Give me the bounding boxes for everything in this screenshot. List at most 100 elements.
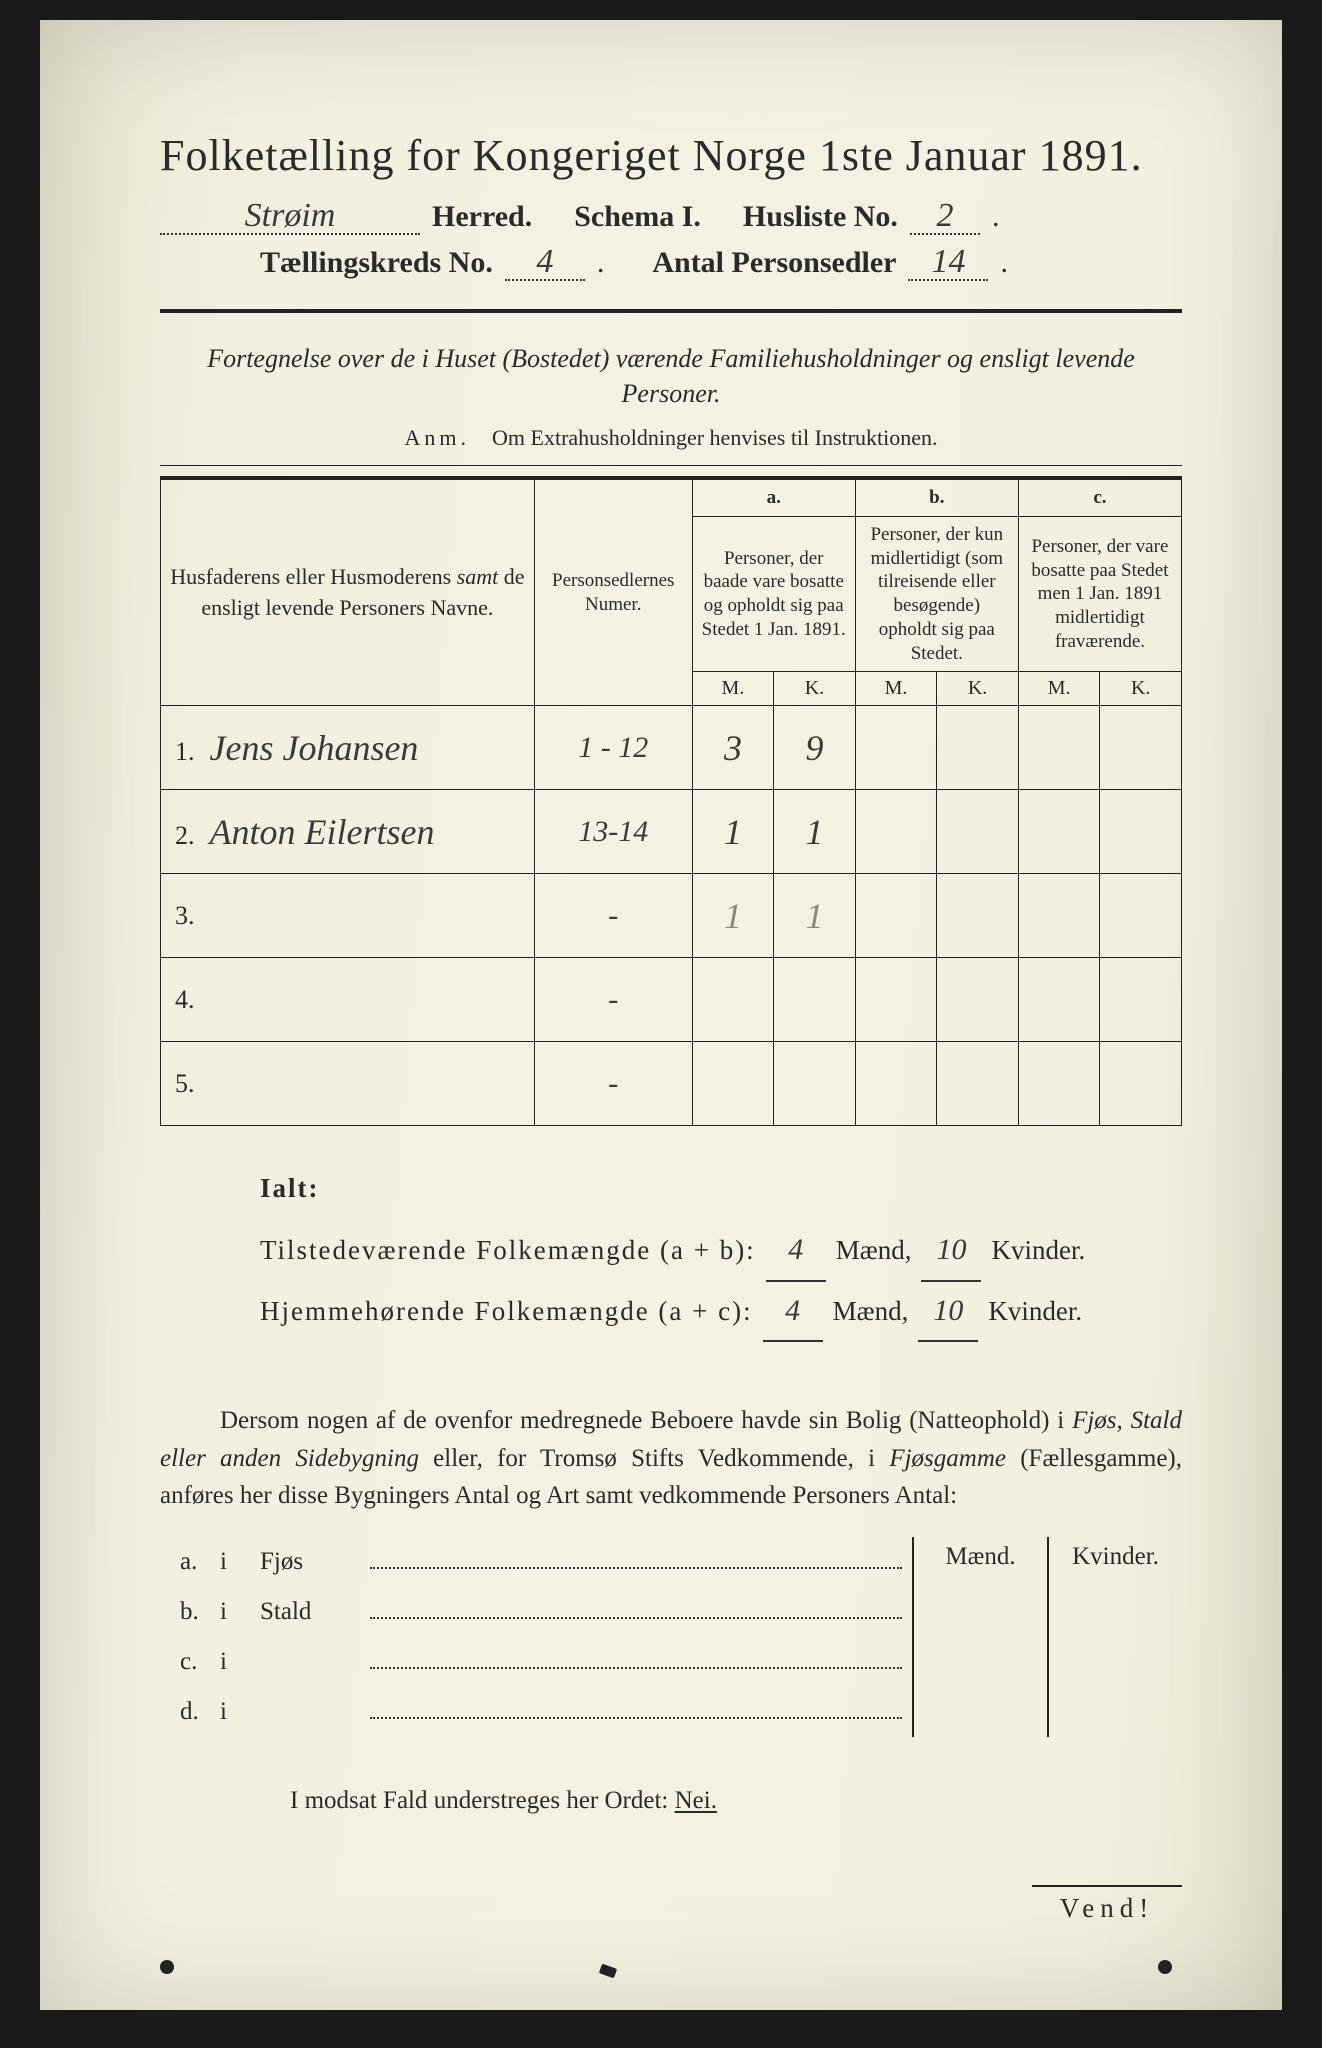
col-a-k: K. [774,672,856,706]
side-row: a.iFjøs [160,1537,902,1587]
col-c-header: Personer, der vare bosatte paa Stedet me… [1018,516,1181,672]
antal-val-field: 14 [908,245,988,281]
col-a-m: M. [692,672,774,706]
row-c-k [1100,874,1182,958]
side-building-table: a.iFjøsb.iStaldc.id.i Mænd. Kvinder. [160,1537,1182,1737]
ialt-maend-2: Mænd, [833,1285,909,1338]
punch-hole-icon [160,1960,174,1974]
ialt-line-1: Tilstedeværende Folkemængde (a + b): 4 M… [260,1221,1182,1282]
ialt-2-k: 10 [918,1282,978,1343]
kreds-line: Tællingskreds No. 4 . Antal Personsedler… [160,245,1182,281]
row-a-k: 1 [774,874,856,958]
row-b-m [855,790,937,874]
row-name-cell: 1. Jens Johansen [161,706,535,790]
row-b-k [937,790,1019,874]
row-a-k: 1 [774,790,856,874]
col-b-m: M. [855,672,937,706]
vend-label: Vend! [1032,1885,1182,1924]
row-a-k [774,958,856,1042]
col-c-top: c. [1018,478,1181,516]
row-b-k [937,958,1019,1042]
kreds-label: Tællingskreds No. [260,246,493,280]
col-a-top: a. [692,478,855,516]
ialt-maend-1: Mænd, [836,1224,912,1277]
row-b-k [937,1042,1019,1126]
row-numer: - [534,874,692,958]
row-numer: 1 - 12 [534,706,692,790]
anm-label: Anm. [405,425,471,450]
ialt-1-m: 4 [766,1221,826,1282]
row-c-m [1018,958,1100,1042]
row-c-m [1018,1042,1100,1126]
anm-text: Om Extrahusholdninger henvises til Instr… [492,425,937,450]
ialt-line-2: Hjemmehørende Folkemængde (a + c): 4 Mæn… [260,1282,1182,1343]
ialt-label-1: Tilstedeværende Folkemængde (a + b): [260,1224,756,1277]
modsat-line: I modsat Fald understreges her Ordet: Ne… [160,1787,1182,1815]
census-form-page: Folketælling for Kongeriget Norge 1ste J… [40,20,1282,2010]
kreds-no-field: 4 [505,245,585,281]
table-row: 3. -11 [161,874,1182,958]
row-numer: - [534,958,692,1042]
husliste-label: Husliste No. [743,200,898,234]
row-a-m: 1 [692,790,774,874]
col-b-header: Personer, der kun midlertidigt (som tilr… [855,516,1018,672]
row-a-m [692,1042,774,1126]
row-c-k [1100,790,1182,874]
schema-label: Schema I. [574,200,701,234]
page-title: Folketælling for Kongeriget Norge 1ste J… [160,130,1182,181]
row-b-m [855,1042,937,1126]
row-c-m [1018,874,1100,958]
ialt-label-2: Hjemmehørende Folkemængde (a + c): [260,1285,753,1338]
row-c-k [1100,958,1182,1042]
dersom-paragraph: Dersom nogen af de ovenfor medregnede Be… [160,1402,1182,1515]
punch-hole-icon [599,1964,617,1979]
row-c-m [1018,790,1100,874]
husliste-no-field: 2 [910,199,980,235]
col-a-header: Personer, der baade vare bosatte og opho… [692,516,855,672]
nei-word: Nei. [675,1787,717,1814]
table-row: 5. - [161,1042,1182,1126]
side-maend-header: Mænd. [914,1537,1049,1737]
ialt-heading: Ialt: [260,1162,1182,1215]
col-numer-header: Personsedlernes Numer. [534,478,692,706]
row-a-k: 9 [774,706,856,790]
row-c-m [1018,706,1100,790]
ialt-kvinder-1: Kvinder. [991,1224,1085,1277]
sub-rule [160,465,1182,466]
ialt-kvinder-2: Kvinder. [988,1285,1082,1338]
row-a-m: 1 [692,874,774,958]
ialt-2-m: 4 [763,1282,823,1343]
table-row: 1. Jens Johansen1 - 1239 [161,706,1182,790]
row-b-k [937,874,1019,958]
col-b-top: b. [855,478,1018,516]
table-row: 2. Anton Eilertsen13-1411 [161,790,1182,874]
side-row: c.i [160,1637,902,1687]
row-b-m [855,874,937,958]
row-a-k [774,1042,856,1126]
row-name-cell: 5. [161,1042,535,1126]
row-name-cell: 2. Anton Eilertsen [161,790,535,874]
herred-line: Strøim Herred. Schema I. Husliste No. 2 … [160,199,1182,235]
row-numer: 13-14 [534,790,692,874]
fortegnelse-text: Fortegnelse over de i Huset (Bostedet) v… [160,341,1182,411]
row-a-m [692,958,774,1042]
row-b-m [855,706,937,790]
row-c-k [1100,1042,1182,1126]
col-name-header: Husfaderens eller Husmoderens samt de en… [161,478,535,706]
herred-name-field: Strøim [160,199,420,235]
row-b-k [937,706,1019,790]
ialt-1-k: 10 [921,1221,981,1282]
anm-line: Anm. Om Extrahusholdninger henvises til … [160,425,1182,451]
header-rule [160,309,1182,313]
herred-label: Herred. [432,200,532,234]
row-numer: - [534,1042,692,1126]
side-row: b.iStald [160,1587,902,1637]
antal-label: Antal Personsedler [652,246,896,280]
row-a-m: 3 [692,706,774,790]
col-c-k: K. [1100,672,1182,706]
row-name-cell: 3. [161,874,535,958]
main-table: Husfaderens eller Husmoderens samt de en… [160,476,1182,1126]
col-b-k: K. [937,672,1019,706]
ialt-block: Ialt: Tilstedeværende Folkemængde (a + b… [160,1162,1182,1342]
row-b-m [855,958,937,1042]
